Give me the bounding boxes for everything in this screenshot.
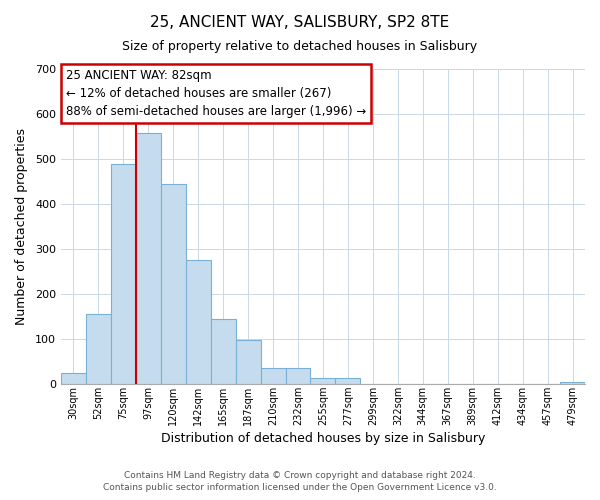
Bar <box>236 340 260 384</box>
Text: 25 ANCIENT WAY: 82sqm
← 12% of detached houses are smaller (267)
88% of semi-det: 25 ANCIENT WAY: 82sqm ← 12% of detached … <box>66 69 367 118</box>
Bar <box>560 382 585 384</box>
Bar <box>61 373 86 384</box>
Bar <box>161 184 186 384</box>
Bar <box>260 368 286 384</box>
Text: Contains HM Land Registry data © Crown copyright and database right 2024.
Contai: Contains HM Land Registry data © Crown c… <box>103 471 497 492</box>
Text: 25, ANCIENT WAY, SALISBURY, SP2 8TE: 25, ANCIENT WAY, SALISBURY, SP2 8TE <box>151 15 449 30</box>
Bar <box>335 378 361 384</box>
Bar <box>186 260 211 384</box>
Bar <box>111 164 136 384</box>
Y-axis label: Number of detached properties: Number of detached properties <box>15 128 28 325</box>
Bar <box>286 368 310 384</box>
Bar <box>86 314 111 384</box>
Bar <box>310 378 335 384</box>
X-axis label: Distribution of detached houses by size in Salisbury: Distribution of detached houses by size … <box>161 432 485 445</box>
Text: Size of property relative to detached houses in Salisbury: Size of property relative to detached ho… <box>122 40 478 53</box>
Bar <box>211 319 236 384</box>
Bar <box>136 133 161 384</box>
